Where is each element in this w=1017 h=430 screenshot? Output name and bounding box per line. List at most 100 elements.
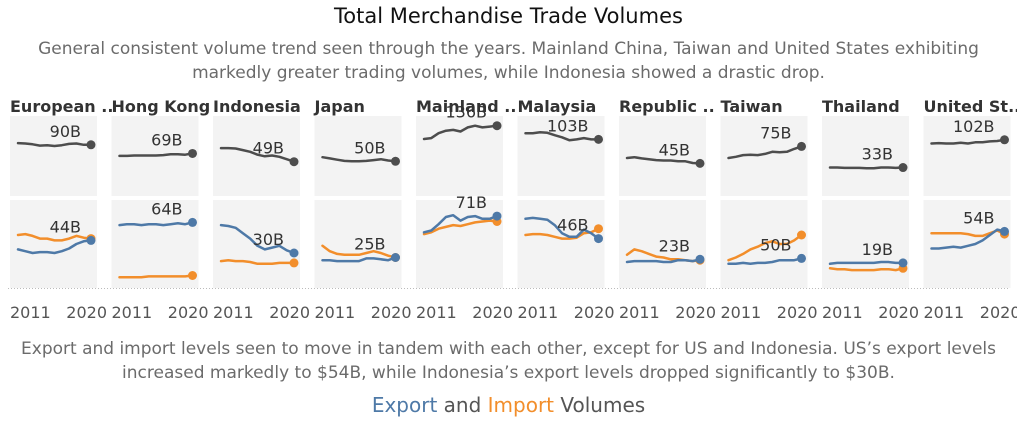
export-line-united-st-endpoint	[1000, 226, 1009, 236]
total-value-label-japan: 50B	[354, 138, 385, 157]
export-value-label-republic: 23B	[659, 236, 690, 255]
export-line-thailand-endpoint	[898, 258, 908, 268]
import-line-indonesia-endpoint	[289, 258, 299, 268]
total-line-mainland	[422, 124, 499, 141]
total-panel-indonesia	[213, 116, 300, 196]
x-tick-end-malaysia: 2020	[574, 303, 615, 322]
total-panel-mainland	[416, 116, 503, 196]
total-line-thailand-endpoint	[898, 163, 908, 173]
total-panel-united-st	[923, 116, 1011, 196]
total-panel-republic	[619, 116, 706, 196]
total-line-european	[16, 141, 93, 148]
total-line-malaysia	[524, 131, 600, 142]
x-tick-start-taiwan: 2011	[721, 303, 762, 322]
total-line-taiwan-endpoint	[797, 141, 806, 151]
total-line-malaysia-endpoint	[594, 134, 603, 144]
total-line-republic	[625, 155, 702, 165]
import-line-malaysia	[524, 227, 600, 240]
total-line-united-st	[930, 138, 1006, 145]
export-line-european	[16, 239, 93, 255]
import-line-japan	[321, 244, 397, 259]
x-tick-end-republic: 2020	[675, 303, 716, 322]
export-line-indonesia	[219, 223, 296, 255]
x-tick-end-mainland: 2020	[472, 303, 513, 322]
total-panel-malaysia	[517, 116, 605, 196]
total-line-united-st-endpoint	[1000, 135, 1009, 145]
export-line-malaysia	[524, 216, 600, 240]
export-line-hong-kong	[118, 221, 194, 227]
export-word: Export	[371, 393, 438, 417]
x-tick-start-hong-kong: 2011	[112, 303, 153, 322]
export-line-mainland	[422, 213, 499, 234]
chart-title: Total Merchandise Trade Volumes	[334, 4, 683, 28]
split-panel-mainland	[416, 200, 503, 288]
total-line-european-endpoint	[86, 140, 96, 150]
export-value-label-mainland: 71B	[456, 193, 487, 212]
country-label-hong-kong: Hong Kong	[112, 97, 211, 116]
export-line-taiwan-endpoint	[797, 253, 806, 263]
total-line-indonesia-endpoint	[289, 157, 299, 167]
split-panel-european	[10, 200, 97, 288]
total-line-japan	[321, 155, 397, 163]
export-value-label-european: 44B	[50, 217, 81, 236]
x-tick-end-hong-kong: 2020	[168, 303, 209, 322]
x-tick-start-malaysia: 2011	[518, 303, 559, 322]
total-value-label-malaysia: 103B	[547, 116, 589, 135]
chart-footnote: Export and import levels seen to move in…	[21, 339, 996, 383]
split-panel-malaysia	[517, 200, 605, 288]
export-line-taiwan	[727, 257, 803, 266]
total-panel-european	[10, 116, 97, 196]
country-label-japan: Japan	[314, 97, 365, 116]
country-label-indonesia: Indonesia	[213, 97, 301, 116]
x-tick-start-republic: 2011	[619, 303, 660, 322]
x-tick-start-japan: 2011	[315, 303, 356, 322]
export-line-united-st	[930, 228, 1006, 250]
export-line-thailand	[828, 260, 905, 266]
total-value-label-republic: 45B	[659, 140, 690, 159]
import-line-taiwan-endpoint	[797, 230, 806, 240]
import-line-malaysia-endpoint	[594, 224, 603, 234]
total-value-label-hong-kong: 69B	[151, 130, 182, 149]
x-tick-start-mainland: 2011	[416, 303, 457, 322]
import-line-mainland	[422, 219, 499, 236]
export-value-label-indonesia: 30B	[253, 230, 284, 249]
export-import-title: Export and Import Volumes	[0, 393, 1017, 417]
import-line-hong-kong-endpoint	[188, 271, 197, 280]
x-tick-start-thailand: 2011	[822, 303, 863, 322]
export-value-label-japan: 25B	[354, 235, 385, 254]
total-line-indonesia	[219, 146, 296, 163]
x-tick-end-european: 2020	[66, 303, 107, 322]
x-tick-end-indonesia: 2020	[269, 303, 310, 322]
export-line-mainland-endpoint	[492, 211, 502, 221]
chart-subtitle: General consistent volume trend seen thr…	[38, 39, 979, 83]
split-panel-thailand	[822, 200, 909, 288]
and-word: and	[437, 393, 488, 417]
import-line-taiwan	[727, 233, 803, 262]
total-value-label-european: 90B	[50, 122, 81, 141]
import-line-thailand	[828, 267, 905, 272]
export-line-republic-endpoint	[695, 254, 705, 264]
total-panel-thailand	[822, 116, 909, 196]
import-word: Import	[487, 393, 555, 417]
total-value-label-taiwan: 75B	[760, 123, 791, 142]
total-value-label-mainland: 136B	[445, 103, 487, 122]
total-value-label-united-st: 102B	[953, 117, 995, 136]
import-line-hong-kong	[118, 274, 194, 279]
export-line-japan	[321, 256, 397, 263]
total-line-hong-kong-endpoint	[188, 148, 197, 158]
total-line-mainland-endpoint	[492, 121, 502, 131]
export-line-indonesia-endpoint	[289, 248, 299, 258]
country-label-united-st: United St..	[924, 97, 1017, 116]
split-panel-united-st	[923, 200, 1011, 288]
split-panel-japan	[314, 200, 402, 288]
import-line-indonesia	[219, 258, 296, 266]
x-tick-end-taiwan: 2020	[777, 303, 818, 322]
total-value-label-indonesia: 49B	[253, 139, 284, 158]
x-tick-start-united-st: 2011	[924, 303, 965, 322]
total-line-hong-kong	[118, 152, 194, 158]
total-line-japan-endpoint	[391, 156, 400, 166]
x-tick-start-indonesia: 2011	[213, 303, 254, 322]
export-value-label-thailand: 19B	[862, 240, 893, 259]
export-line-japan-endpoint	[391, 253, 400, 262]
